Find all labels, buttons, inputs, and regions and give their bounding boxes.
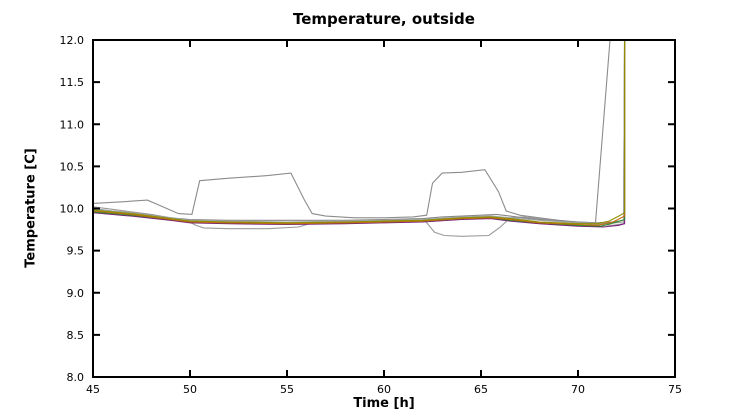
series-run-purple [93,40,626,228]
x-tick-label: 45 [86,383,100,396]
y-tick-label: 9.0 [67,287,85,300]
y-tick-label: 11.0 [60,118,85,131]
x-tick-label: 60 [377,383,391,396]
y-tick-label: 8.0 [67,371,85,384]
series-run-gray-a [93,40,626,224]
chart-title: Temperature, outside [293,10,475,28]
x-tick-label: 75 [668,383,682,396]
series-run-olive [93,40,626,225]
y-tick-label: 10.0 [60,203,85,216]
y-tick-label: 11.5 [60,76,85,89]
series-run-orange [93,40,626,226]
x-tick-label: 50 [183,383,197,396]
series-run-green [93,40,626,227]
y-tick-label: 9.5 [67,245,85,258]
x-axis-label: Time [h] [353,396,415,411]
y-tick-label: 8.5 [67,329,85,342]
y-tick-label: 12.0 [60,34,85,47]
plot-border [92,39,676,378]
x-tick-label: 65 [474,383,488,396]
y-tick-label: 10.5 [60,160,85,173]
x-tick-label: 70 [571,383,585,396]
series-outlier-high-gray [93,40,611,224]
x-tick-label: 55 [280,383,294,396]
series-run-gray-b [93,40,626,225]
series-outlier-low-gray [93,40,626,237]
